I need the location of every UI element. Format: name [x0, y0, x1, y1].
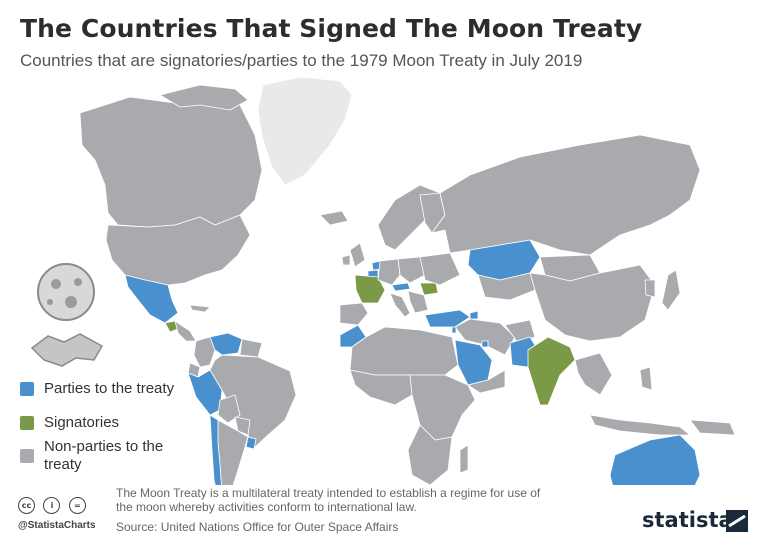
country-cuba — [189, 304, 211, 313]
country-madagascar — [459, 444, 469, 474]
country-japan — [661, 269, 681, 311]
brand-logo-text[interactable]: statista — [642, 508, 733, 532]
country-uk — [349, 242, 366, 268]
region-central-europe — [397, 256, 426, 284]
country-bolivia — [217, 394, 241, 424]
region-new-guinea — [689, 419, 736, 436]
source-note: Source: United Nations Office for Outer … — [116, 520, 399, 534]
country-india — [527, 336, 576, 406]
legend-label-non-parties: Non-parties to the treaty — [44, 438, 164, 473]
country-greenland — [257, 76, 353, 186]
page-subtitle: Countries that are signatories/parties t… — [20, 51, 583, 70]
handshake-icon — [30, 333, 104, 367]
twitter-handle[interactable]: @StatistaCharts — [18, 520, 96, 531]
world-map — [79, 76, 736, 485]
moon-icon — [37, 263, 95, 321]
region-balkans — [407, 290, 429, 314]
region-arctic-islands — [159, 84, 249, 111]
region-ukraine-belarus — [419, 252, 461, 286]
attribution-icon[interactable]: i — [43, 497, 61, 514]
country-germany — [377, 258, 401, 286]
country-brazil — [209, 354, 297, 448]
country-russia — [431, 134, 701, 256]
region-iberia — [339, 302, 369, 326]
country-lebanon — [451, 326, 457, 334]
page-title: The Countries That Signed The Moon Treat… — [20, 14, 643, 43]
region-central-america — [174, 320, 197, 342]
region-guianas — [239, 338, 263, 358]
equal-icon[interactable]: = — [68, 497, 86, 514]
country-uruguay — [245, 436, 257, 450]
region-southeast-asia — [574, 352, 613, 396]
country-kuwait — [481, 340, 489, 348]
region-yemen-oman — [467, 369, 506, 394]
legend-swatch-signatories — [20, 416, 34, 430]
country-chile — [209, 414, 222, 485]
cc-icon[interactable]: cc — [18, 497, 35, 514]
legend-swatch-parties — [20, 382, 34, 396]
country-canada — [79, 92, 263, 228]
footer-note: The Moon Treaty is a multilateral treaty… — [116, 486, 541, 514]
country-italy — [389, 292, 411, 318]
country-philippines — [639, 366, 653, 391]
country-romania — [419, 282, 439, 296]
country-iceland — [319, 210, 349, 226]
region-indonesia — [589, 414, 691, 436]
country-china — [529, 264, 656, 342]
country-usa — [105, 214, 251, 286]
country-armenia — [469, 310, 479, 320]
region-west-africa — [349, 369, 413, 406]
license-icons: cc i = — [18, 495, 90, 515]
country-austria — [391, 282, 411, 292]
region-north-africa — [349, 326, 459, 376]
brand-logo-icon[interactable] — [726, 510, 748, 532]
country-afghanistan — [504, 319, 536, 344]
legend-label-parties: Parties to the treaty — [44, 380, 175, 397]
region-korea — [644, 279, 656, 298]
country-turkey — [424, 309, 471, 328]
region-southern-africa — [407, 424, 453, 485]
moon-handshake-illustration — [30, 263, 104, 367]
region-central-east-africa — [409, 374, 476, 441]
legend-swatch-non-parties — [20, 449, 34, 463]
country-australia — [609, 434, 701, 485]
country-mexico — [124, 274, 179, 324]
country-paraguay — [234, 416, 251, 436]
country-ireland — [341, 254, 351, 266]
legend-label-signatories: Signatories — [44, 414, 120, 431]
country-venezuela — [209, 332, 243, 356]
